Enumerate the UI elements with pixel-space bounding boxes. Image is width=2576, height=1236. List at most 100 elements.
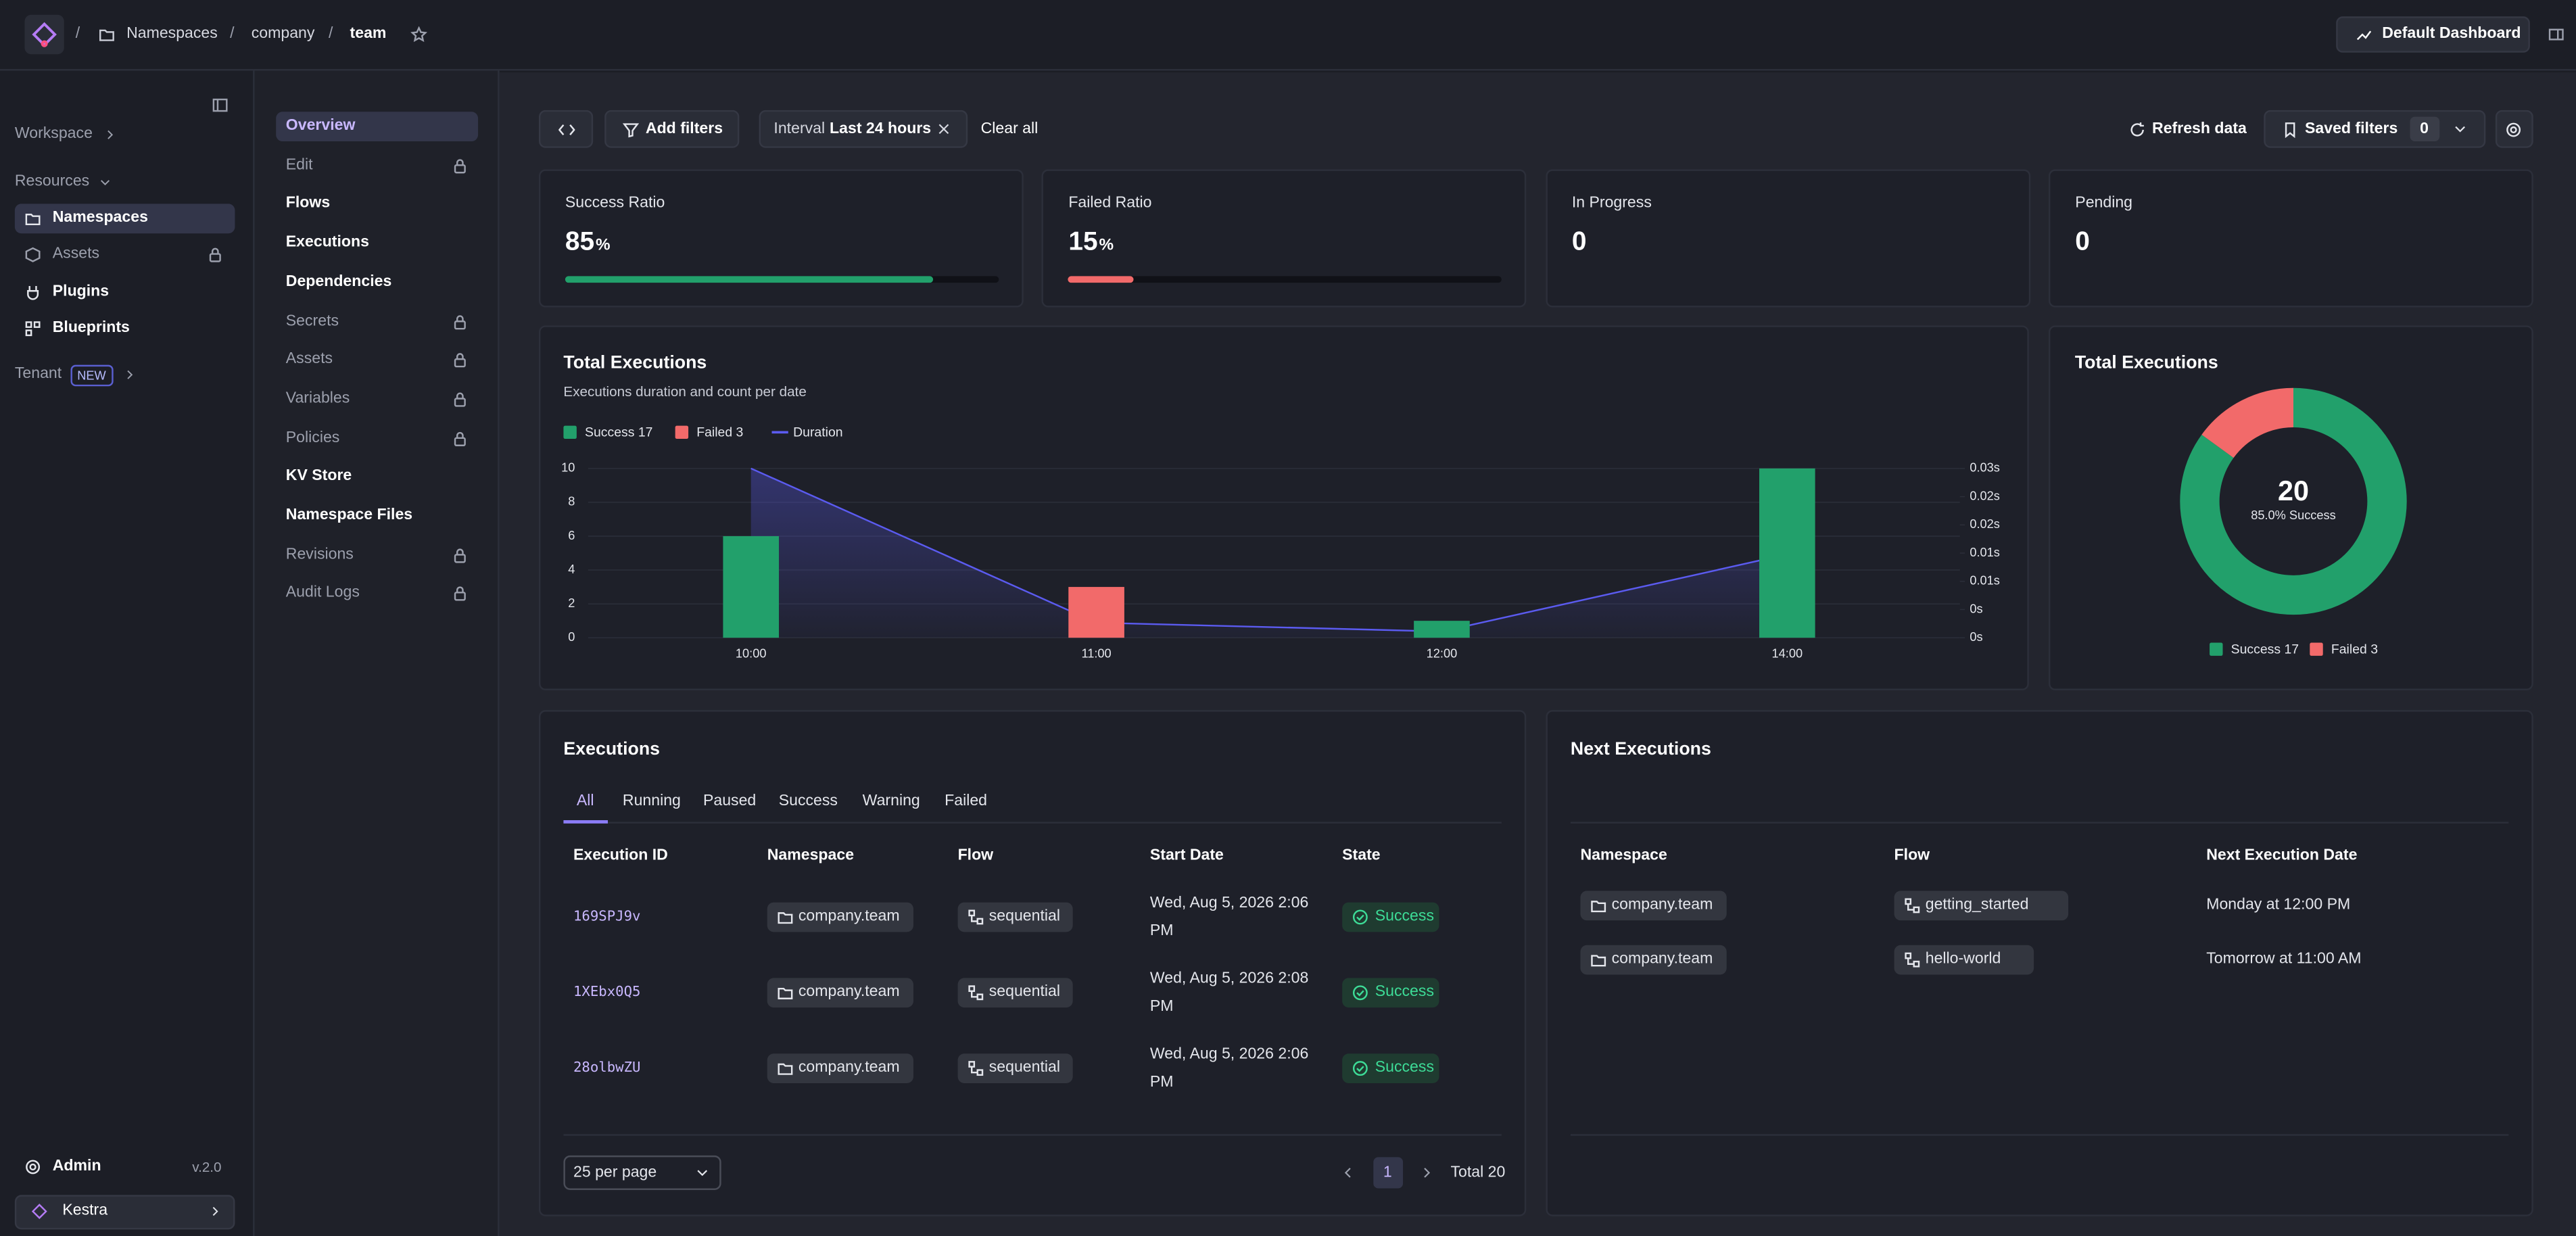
filter-chip[interactable] — [759, 110, 968, 148]
tab[interactable]: Paused — [702, 792, 757, 811]
chip-icon-part — [976, 918, 984, 925]
chip-icon — [1591, 901, 1606, 913]
y2-tick-label: 0.03s — [1970, 461, 2000, 475]
org-switch[interactable] — [14, 1195, 235, 1230]
sidebar-item[interactable]: Assets — [52, 245, 100, 264]
subnav-item[interactable]: Assets — [285, 350, 333, 369]
sidebar-item[interactable]: Namespaces — [52, 208, 148, 227]
chip-label[interactable]: sequential — [988, 907, 1060, 926]
chip-icon-part — [778, 1063, 793, 1075]
sidebar-section[interactable]: Resources — [14, 172, 90, 191]
admin-link[interactable]: Admin — [52, 1157, 101, 1176]
clear-all[interactable]: Clear all — [980, 119, 1039, 137]
per-page[interactable]: 25 per page — [573, 1162, 657, 1181]
breadcrumb[interactable]: Namespaces — [126, 24, 218, 43]
saved-filters-label[interactable]: Saved filters — [2305, 119, 2398, 137]
breadcrumb[interactable]: company — [251, 24, 315, 43]
subnav-active — [276, 112, 479, 142]
start-date: Wed, Aug 5, 2026 2:06 PM — [1149, 894, 1309, 941]
subnav-item[interactable]: Edit — [285, 156, 313, 174]
chip-icon-part — [1905, 898, 1912, 905]
tab[interactable]: Success — [778, 792, 838, 811]
chip-label[interactable]: sequential — [988, 1058, 1060, 1077]
add-filters[interactable] — [604, 110, 740, 148]
chip[interactable] — [1894, 945, 2034, 975]
subnav-item[interactable]: Variables — [285, 389, 350, 408]
lock-icon — [454, 431, 466, 446]
subnav-item[interactable]: Secrets — [285, 311, 339, 330]
chip-label[interactable]: company.team — [1611, 895, 1713, 914]
stat-label: Failed Ratio — [1068, 193, 1152, 212]
code-toggle[interactable] — [538, 110, 594, 148]
folder-icon-part — [99, 29, 114, 41]
chip-label[interactable]: company.team — [1611, 950, 1713, 968]
refresh-icon — [2130, 121, 2144, 136]
execution-id[interactable]: 1XEbx0Q5 — [573, 984, 641, 1001]
chip-label[interactable]: company.team — [798, 982, 900, 1001]
dashboard-label[interactable]: Default Dashboard — [2382, 24, 2521, 43]
refresh-icon-part — [2130, 121, 2144, 136]
per-page-select[interactable] — [563, 1155, 721, 1190]
chip-icon — [968, 909, 984, 925]
nav-icon — [25, 247, 41, 263]
sidebar-section[interactable]: Tenant — [14, 364, 62, 383]
org-name[interactable]: Kestra — [62, 1201, 108, 1220]
chip[interactable] — [957, 1053, 1073, 1083]
subnav-item[interactable]: Executions — [285, 233, 369, 252]
sidebar-item[interactable]: Blueprints — [52, 318, 130, 337]
y2-tick-label: 0.02s — [1970, 517, 2000, 531]
execution-id[interactable]: 169SPJ9v — [573, 909, 641, 926]
subnav-item[interactable]: KV Store — [285, 467, 352, 485]
execution-id[interactable]: 28olbwZU — [573, 1060, 641, 1077]
check-icon-part — [1352, 909, 1368, 925]
check-icon — [1352, 909, 1368, 925]
nav-icon-part — [27, 285, 39, 300]
divider — [1570, 1134, 2509, 1136]
state-badge — [1342, 902, 1439, 932]
chart-title: Total Executions — [563, 353, 707, 373]
state-label: Success — [1375, 1058, 1434, 1077]
tab[interactable]: Warning — [862, 792, 920, 811]
chip[interactable] — [957, 902, 1073, 932]
state-label: Success — [1375, 907, 1434, 926]
chip-label[interactable]: company.team — [798, 907, 900, 926]
column-header: Flow — [957, 846, 994, 865]
subnav-item[interactable]: Flows — [285, 194, 331, 213]
chip-icon-part — [971, 1066, 978, 1074]
lock-icon-part — [454, 553, 466, 563]
donut-total: 20 — [2278, 475, 2309, 506]
legend-swatch — [2310, 642, 2323, 656]
chip-label[interactable]: company.team — [798, 1058, 900, 1077]
breadcrumb[interactable]: team — [350, 24, 387, 43]
chip-icon-part — [778, 987, 793, 999]
sidebar-item[interactable]: Plugins — [52, 282, 110, 300]
folder-icon — [99, 29, 114, 41]
chip[interactable] — [1894, 890, 2069, 921]
chip-label[interactable]: hello-world — [1925, 950, 2001, 968]
tab[interactable]: Failed — [945, 792, 988, 811]
tab[interactable]: All — [576, 792, 594, 811]
column-header: Start Date — [1149, 846, 1224, 865]
chip-label[interactable]: getting_started — [1925, 895, 2029, 914]
donut-caption: 85.0% Success — [2251, 508, 2336, 522]
y-tick-label: 0 — [568, 630, 575, 644]
saved-filters[interactable] — [2264, 110, 2486, 148]
chip-label[interactable]: sequential — [988, 982, 1060, 1001]
chip[interactable] — [957, 978, 1073, 1008]
page-number[interactable]: 1 — [1383, 1162, 1392, 1181]
lock-icon-part — [456, 431, 464, 437]
settings-button[interactable] — [2495, 110, 2533, 148]
subnav-item[interactable]: Revisions — [285, 545, 354, 564]
refresh-button[interactable]: Refresh data — [2152, 119, 2247, 137]
subnav-item[interactable]: Audit Logs — [285, 584, 360, 602]
subnav-item[interactable]: Dependencies — [285, 272, 392, 291]
sidebar-section[interactable]: Workspace — [14, 124, 93, 143]
executions-card: Executions All Running Paused Success Warning… — [538, 710, 1527, 1216]
next-executions-card: Next Executions Namespace Flow Next Executi… — [1546, 710, 2533, 1216]
subnav-item[interactable]: Overview — [285, 116, 356, 135]
tab[interactable]: Running — [622, 792, 681, 811]
subnav-item[interactable]: Policies — [285, 428, 340, 447]
chip-icon-part — [968, 1061, 976, 1068]
subnav-item[interactable]: Namespace Files — [285, 506, 413, 525]
add-filters-label[interactable]: Add filters — [645, 119, 723, 137]
